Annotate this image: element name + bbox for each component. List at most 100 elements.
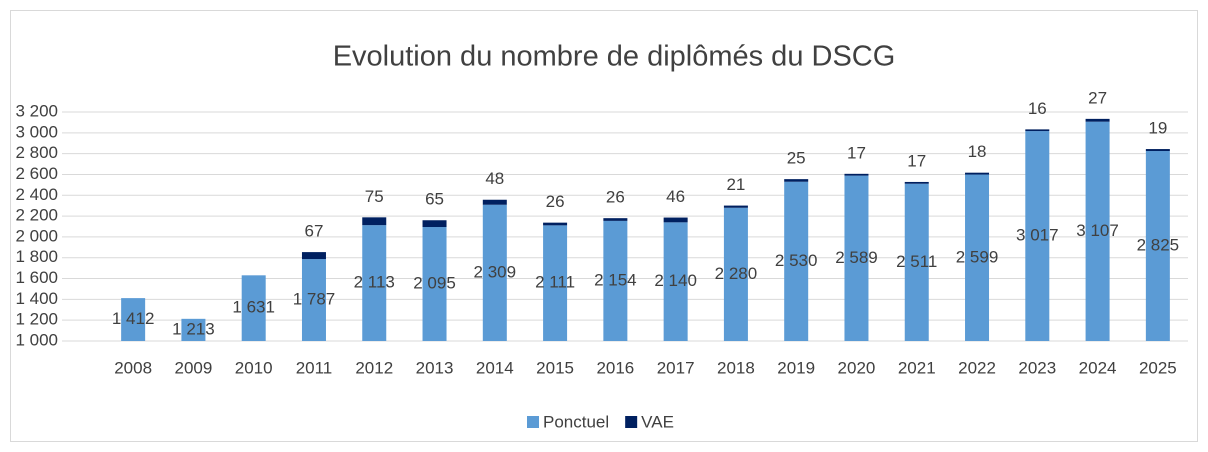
legend-swatch xyxy=(625,416,638,428)
x-tick-label: 2010 xyxy=(235,358,273,377)
bar-segment xyxy=(603,218,628,221)
y-tick-label: 1 000 xyxy=(15,330,58,349)
bar-segment xyxy=(844,173,869,176)
value-label: 21 xyxy=(726,175,745,194)
value-label: 3 017 xyxy=(1016,226,1059,245)
bar-segment xyxy=(1085,118,1110,122)
x-tick-label: 2021 xyxy=(898,358,936,377)
value-label: 1 213 xyxy=(172,319,215,338)
value-label: 2 113 xyxy=(354,273,395,292)
bar-segment xyxy=(844,175,869,341)
x-tick-label: 2013 xyxy=(416,358,454,377)
bar-segment xyxy=(723,205,748,208)
y-tick-label: 1 800 xyxy=(15,247,58,266)
bar-segment xyxy=(1145,149,1170,152)
bar-segment xyxy=(784,179,809,182)
value-label: 17 xyxy=(847,143,866,162)
bar-segment xyxy=(301,252,326,260)
value-label: 1 787 xyxy=(293,290,336,309)
x-tick-label: 2012 xyxy=(355,358,393,377)
value-label: 2 309 xyxy=(474,262,517,281)
y-tick-label: 1 600 xyxy=(15,268,58,287)
x-tick-label: 2024 xyxy=(1079,358,1117,377)
x-tick-label: 2009 xyxy=(175,358,213,377)
bar-segment xyxy=(121,298,146,341)
value-label: 26 xyxy=(606,188,625,207)
bar-segment xyxy=(482,199,507,205)
x-tick-label: 2023 xyxy=(1018,358,1056,377)
bar-segment xyxy=(723,207,748,341)
bar-segment xyxy=(482,204,507,341)
value-label: 65 xyxy=(425,190,444,209)
bar-segment xyxy=(603,220,628,341)
bar-segment xyxy=(904,181,929,184)
value-label: 1 631 xyxy=(232,298,275,317)
value-label: 19 xyxy=(1148,119,1167,138)
value-label: 25 xyxy=(787,149,806,168)
value-label: 27 xyxy=(1088,88,1107,107)
bar-segment xyxy=(422,220,447,228)
value-label: 2 140 xyxy=(654,271,697,290)
bar-segment xyxy=(362,217,387,226)
bar-segment xyxy=(663,222,688,341)
x-tick-label: 2019 xyxy=(777,358,815,377)
value-label: 26 xyxy=(546,192,565,211)
bar-segment xyxy=(965,172,990,175)
bar-segment xyxy=(181,318,206,341)
bar-segment xyxy=(422,227,447,341)
value-label: 46 xyxy=(666,187,685,206)
legend-label: VAE xyxy=(641,412,674,431)
x-tick-label: 2018 xyxy=(717,358,755,377)
bar-segment xyxy=(543,225,568,341)
value-label: 2 280 xyxy=(715,264,758,283)
bar-segment xyxy=(1085,121,1110,342)
value-label: 1 412 xyxy=(112,309,155,328)
value-label: 17 xyxy=(907,151,926,170)
y-tick-label: 1 400 xyxy=(15,289,58,308)
bar-segment xyxy=(1025,131,1050,341)
value-label: 2 599 xyxy=(956,247,999,266)
bar-segment xyxy=(241,275,266,341)
bar-segment xyxy=(904,183,929,341)
y-tick-label: 3 000 xyxy=(15,122,58,141)
y-tick-label: 2 400 xyxy=(15,185,58,204)
legend-swatch xyxy=(527,416,539,428)
value-label: 75 xyxy=(365,187,384,206)
y-tick-label: 2 800 xyxy=(15,143,58,162)
value-label: 3 107 xyxy=(1076,221,1119,240)
x-tick-label: 2015 xyxy=(536,358,574,377)
bar-segment xyxy=(663,217,688,223)
value-label: 2 589 xyxy=(835,248,878,267)
value-label: 2 111 xyxy=(535,273,575,292)
bar-segment xyxy=(362,225,387,341)
value-label: 2 511 xyxy=(896,252,937,271)
value-label: 16 xyxy=(1028,99,1047,118)
bar-segment xyxy=(301,259,326,341)
bar-segment xyxy=(543,222,568,226)
value-label: 18 xyxy=(968,142,987,161)
chart-title: Evolution du nombre de diplômés du DSCG xyxy=(333,41,896,73)
y-tick-label: 1 200 xyxy=(15,310,58,329)
value-label: 2 095 xyxy=(413,273,456,292)
x-tick-label: 2022 xyxy=(958,358,996,377)
x-tick-label: 2008 xyxy=(114,358,152,377)
y-tick-label: 2 600 xyxy=(15,164,58,183)
x-tick-label: 2020 xyxy=(838,358,876,377)
value-label: 2 154 xyxy=(594,270,637,289)
x-tick-label: 2016 xyxy=(596,358,634,377)
bar-segment xyxy=(784,181,809,341)
value-label: 2 825 xyxy=(1137,236,1180,255)
x-tick-label: 2014 xyxy=(476,358,514,377)
value-label: 48 xyxy=(485,169,504,188)
bar-segment xyxy=(1025,129,1050,132)
x-tick-label: 2017 xyxy=(657,358,695,377)
y-tick-label: 2 200 xyxy=(15,206,58,225)
legend-label: Ponctuel xyxy=(543,412,609,431)
y-tick-label: 3 200 xyxy=(15,101,58,120)
y-tick-label: 2 000 xyxy=(15,226,58,245)
value-label: 2 530 xyxy=(775,251,818,270)
bar-segment xyxy=(965,174,990,341)
value-label: 67 xyxy=(305,222,324,241)
x-tick-label: 2011 xyxy=(296,358,333,377)
